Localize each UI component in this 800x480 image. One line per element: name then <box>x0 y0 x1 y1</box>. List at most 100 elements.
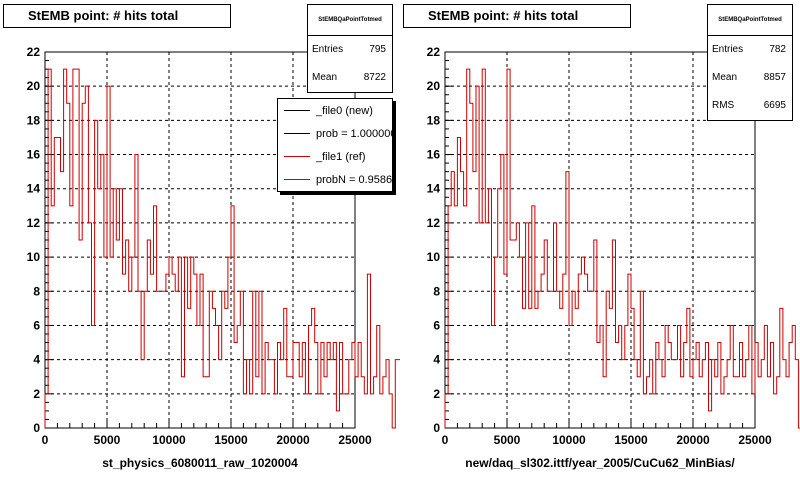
histogram-bin <box>662 377 665 428</box>
histogram-bin <box>535 308 538 428</box>
histogram-bin <box>85 86 88 428</box>
histogram-bin <box>504 274 507 428</box>
histogram-bin <box>616 343 619 428</box>
histogram-bin <box>767 377 770 428</box>
histogram-bin <box>358 343 361 428</box>
histogram-bin <box>724 377 727 428</box>
histogram-bin <box>157 291 160 428</box>
y-tick-label: 10 <box>27 250 41 264</box>
histogram-bin <box>234 343 237 428</box>
histogram-bin <box>789 343 792 428</box>
histogram-bin <box>268 360 271 428</box>
histogram-bin <box>281 360 284 428</box>
histogram-bin <box>538 291 541 428</box>
histogram-series-line <box>44 68 400 429</box>
histogram-bin <box>203 377 206 428</box>
y-tick-label: 16 <box>427 148 441 162</box>
histogram-bin <box>507 69 510 428</box>
y-tick-label: 8 <box>433 284 440 298</box>
histogram-bin <box>774 394 777 428</box>
histogram-bin <box>129 291 132 428</box>
stats-value: 782 <box>769 44 786 55</box>
histogram-bin <box>181 377 184 428</box>
histogram-bin <box>51 206 54 428</box>
histogram-bin <box>361 377 364 428</box>
stats-value: 8857 <box>763 72 786 83</box>
stats-box-title: StEMBQaPointTotmed <box>708 5 792 36</box>
histogram-bin <box>749 325 752 428</box>
histogram-bin <box>532 206 535 428</box>
histogram-bin <box>321 343 324 428</box>
y-tick-label: 16 <box>27 148 41 162</box>
histogram-bin <box>377 325 380 428</box>
histogram-bin <box>228 257 231 428</box>
histogram-bin <box>194 274 197 428</box>
x-tick-label: 5000 <box>94 433 121 447</box>
histogram-bin <box>609 308 612 428</box>
histogram-bin <box>191 257 194 428</box>
histogram-bin <box>566 172 569 428</box>
stats-box-title: StEMBQaPointTotmed <box>308 5 392 36</box>
histogram-bin <box>650 360 653 428</box>
histogram-bin <box>736 377 739 428</box>
histogram-bin <box>185 257 188 428</box>
histogram-bin <box>104 257 107 428</box>
y-tick-label: 14 <box>27 182 41 196</box>
histogram-bin <box>119 189 122 428</box>
histogram-bin <box>247 360 250 428</box>
histogram-bin <box>771 343 774 428</box>
stats-value: 6695 <box>763 100 786 111</box>
histogram-bin <box>259 291 262 428</box>
histogram-bin <box>653 394 656 428</box>
histogram-bin <box>101 155 104 428</box>
histogram-bin <box>166 274 169 428</box>
histogram-bin <box>764 325 767 428</box>
y-tick-label: 22 <box>427 45 441 59</box>
x-axis-label: new/daq_sl302.ittf/year_2005/CuCu62_MinB… <box>465 456 735 470</box>
histogram-bin <box>712 360 715 428</box>
histogram-bin <box>349 360 352 428</box>
histogram-bin <box>631 308 634 428</box>
y-tick-label: 0 <box>433 421 440 435</box>
histogram-bin <box>312 308 315 428</box>
histogram-bin <box>237 325 240 428</box>
histogram-bin <box>92 325 95 428</box>
histogram-bin <box>175 291 178 428</box>
histogram-bin <box>262 394 265 428</box>
histogram-bin <box>206 377 209 428</box>
chart-title: StEMB point: # hits total <box>403 4 631 28</box>
histogram-bin <box>690 377 693 428</box>
histogram-bin <box>647 377 650 428</box>
histogram-bin <box>488 189 491 428</box>
y-tick-label: 4 <box>33 353 40 367</box>
histogram-bin <box>622 360 625 428</box>
legend-swatch-line <box>284 179 310 180</box>
histogram-bin <box>761 360 764 428</box>
histogram-bin <box>457 137 460 428</box>
x-tick-label: 25000 <box>738 433 772 447</box>
histogram-bin <box>290 377 293 428</box>
histogram-bin <box>554 223 557 428</box>
histogram-bin <box>330 360 333 428</box>
histogram-bin <box>687 308 690 428</box>
histogram-bin <box>209 291 212 428</box>
histogram-bin <box>448 206 451 428</box>
histogram-bin <box>752 394 755 428</box>
histogram-bin <box>547 291 550 428</box>
histogram-series-line <box>444 68 800 429</box>
histogram-bin <box>588 291 591 428</box>
y-tick-label: 2 <box>33 387 40 401</box>
legend-entry: probN = 0.958680 <box>278 168 392 191</box>
histogram-bin <box>284 308 287 428</box>
stats-label: Entries <box>712 44 744 55</box>
histogram-bin <box>550 291 553 428</box>
histogram-bin <box>523 308 526 428</box>
histogram-bin <box>64 69 67 428</box>
histogram-bin <box>755 343 758 428</box>
histogram-bin <box>634 360 637 428</box>
histogram-bin <box>169 257 172 428</box>
y-tick-label: 0 <box>33 421 40 435</box>
histogram-bin <box>721 394 724 428</box>
x-axis-label: st_physics_6080011_raw_1020004 <box>102 456 298 470</box>
histogram-bin <box>305 394 308 428</box>
